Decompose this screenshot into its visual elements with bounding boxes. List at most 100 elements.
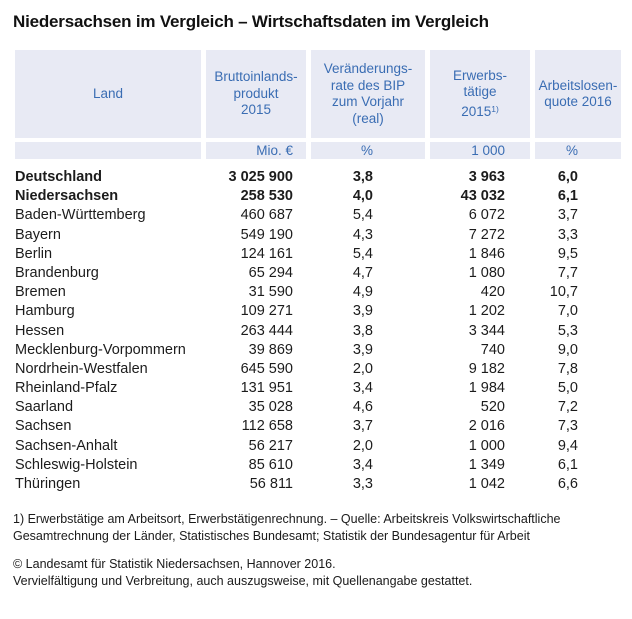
cell-bip: 263 444	[240, 322, 293, 339]
cell-erw: 3 963	[468, 169, 505, 185]
cell-land: Thüringen	[15, 476, 81, 492]
cell-erw: 43 032	[460, 188, 505, 205]
cell-land: Nordrhein-Westfalen	[15, 360, 148, 377]
column-header-line: Erwerbs-	[452, 67, 507, 83]
cell-land: Sachsen	[15, 418, 72, 435]
cell-erw: 7 272	[468, 226, 505, 243]
cell-erw: 1 202	[468, 303, 505, 320]
table-row: Brandenburg 65 294 4,7 1 080 7,7	[15, 264, 621, 283]
cell-land: Deutschland	[15, 169, 103, 185]
cell-erw: 6 072	[468, 207, 505, 224]
cell-rate: 3,3	[352, 476, 373, 492]
cell-rate: 3,8	[352, 322, 373, 339]
cell-rate: 2,0	[352, 437, 373, 454]
cell-bip: 112 658	[241, 418, 293, 435]
footnote-source-line-2: Gesamtrechnung der Länder, Statistisches…	[13, 529, 530, 543]
cell-rate: 3,4	[352, 456, 373, 473]
cell-erw: 2 016	[468, 418, 505, 435]
column-header-line: quote 2016	[544, 94, 612, 109]
cell-land: Sachsen-Anhalt	[15, 437, 118, 454]
cell-erw: 520	[480, 399, 505, 416]
cell-land: Niedersachsen	[15, 188, 119, 205]
column-header-line: Veränderungs-	[323, 61, 413, 76]
table-row: Hessen 263 444 3,8 3 344 5,3	[15, 322, 621, 341]
cell-erw: 1 000	[468, 437, 505, 454]
column-header-rate: Veränderungs-rate des BIP zum Vorjahr (rea…	[311, 50, 425, 138]
cell-bip: 258 530	[240, 188, 293, 205]
cell-bip: 35 028	[248, 399, 293, 416]
table-row: Niedersachsen 258 530 4,0 43 032 6,1	[15, 187, 621, 206]
column-header-line: rate des BIP	[330, 77, 406, 93]
cell-alq: 9,4	[557, 437, 578, 454]
cell-erw: 1 080	[468, 264, 505, 281]
table-row: Thüringen 56 811 3,3 1 042 6,6	[15, 475, 621, 494]
table-row: Rheinland-Pfalz 131 951 3,4 1 984 5,0	[15, 379, 621, 398]
column-header-line: Bruttoinlands-	[214, 69, 298, 85]
column-header-erw: Erwerbs-tätige 20151)	[430, 50, 530, 138]
column-header-line: zum Vorjahr	[331, 94, 405, 109]
table-row: Mecklenburg-Vorpommern 39 869 3,9 740 9,0	[15, 341, 621, 360]
cell-erw: 420	[480, 284, 505, 301]
table-row: Hamburg 109 271 3,9 1 202 7,0	[15, 302, 621, 321]
cell-bip: 124 161	[240, 245, 293, 262]
cell-rate: 3,9	[352, 303, 373, 320]
unit-cell-erw: 1 000	[430, 142, 530, 159]
column-header-line: Arbeitslosen-	[538, 77, 618, 93]
unit-cell-rate: %	[311, 142, 425, 159]
cell-erw: 1 984	[468, 380, 505, 397]
cell-erw: 1 042	[468, 476, 505, 492]
cell-alq: 7,0	[557, 303, 578, 320]
footnotes: 1) Erwerbstätige am Arbeitsort, Erwerbst…	[13, 511, 621, 590]
license-line: Vervielfältigung und Verbreitung, auch a…	[13, 574, 473, 588]
column-header-line: 20151)	[461, 103, 499, 119]
copyright-block: © Landesamt für Statistik Niedersachsen,…	[13, 556, 621, 590]
column-header-line: tätige	[463, 84, 497, 100]
column-header-bip: Bruttoinlands-produkt 2015	[206, 50, 306, 138]
column-header-line: Land	[92, 85, 124, 101]
page-title: Niedersachsen im Vergleich – Wirtschafts…	[13, 12, 489, 31]
cell-rate: 3,9	[352, 341, 373, 358]
cell-alq: 9,0	[557, 341, 578, 358]
cell-bip: 85 610	[248, 456, 293, 473]
cell-bip: 56 217	[248, 437, 293, 454]
table-header-row: Land Bruttoinlands-produkt 2015 Veränderung…	[15, 50, 621, 138]
cell-land: Saarland	[15, 399, 74, 416]
column-header-land: Land	[15, 50, 201, 138]
table-units-row: Mio. €% 1 000%	[15, 142, 621, 159]
cell-alq: 7,8	[557, 360, 578, 377]
cell-bip: 31 590	[248, 284, 293, 301]
cell-alq: 3,7	[557, 207, 578, 224]
cell-bip: 65 294	[248, 264, 293, 281]
cell-rate: 3,8	[352, 169, 373, 185]
table-row: Nordrhein-Westfalen 645 590 2,0 9 182 7,8	[15, 360, 621, 379]
table-row: Berlin 124 161 5,4 1 846 9,5	[15, 245, 621, 264]
cell-land: Hessen	[15, 322, 65, 339]
column-header-alq: Arbeitslosen-quote 2016	[535, 50, 621, 138]
column-header-line: (real)	[352, 110, 384, 126]
cell-alq: 5,3	[557, 322, 578, 339]
cell-bip: 549 190	[240, 226, 293, 243]
table-row: Sachsen-Anhalt 56 217 2,0 1 000 9,4	[15, 437, 621, 456]
cell-alq: 7,7	[557, 264, 578, 281]
cell-rate: 4,0	[352, 188, 373, 205]
cell-alq: 7,3	[557, 418, 578, 435]
cell-bip: 3 025 900	[228, 169, 293, 185]
cell-bip: 56 811	[249, 476, 293, 492]
statistics-table: Land Bruttoinlands-produkt 2015 Veränderung…	[15, 50, 621, 494]
table-row: Saarland 35 028 4,6 520 7,2	[15, 398, 621, 417]
cell-erw: 1 349	[468, 456, 505, 473]
cell-erw: 1 846	[468, 245, 505, 262]
cell-alq: 10,7	[549, 284, 578, 301]
cell-alq: 5,0	[557, 380, 578, 397]
cell-bip: 39 869	[248, 341, 293, 358]
footnote-marker: 1)	[491, 103, 499, 114]
cell-alq: 6,1	[557, 188, 578, 205]
cell-alq: 6,1	[557, 456, 578, 473]
column-header-line: produkt	[233, 85, 279, 101]
table-row: Bayern 549 190 4,3 7 272 3,3	[15, 226, 621, 245]
cell-land: Baden-Württemberg	[15, 207, 146, 224]
cell-bip: 645 590	[240, 360, 293, 377]
cell-erw: 3 344	[468, 322, 505, 339]
cell-erw: 9 182	[468, 360, 505, 377]
